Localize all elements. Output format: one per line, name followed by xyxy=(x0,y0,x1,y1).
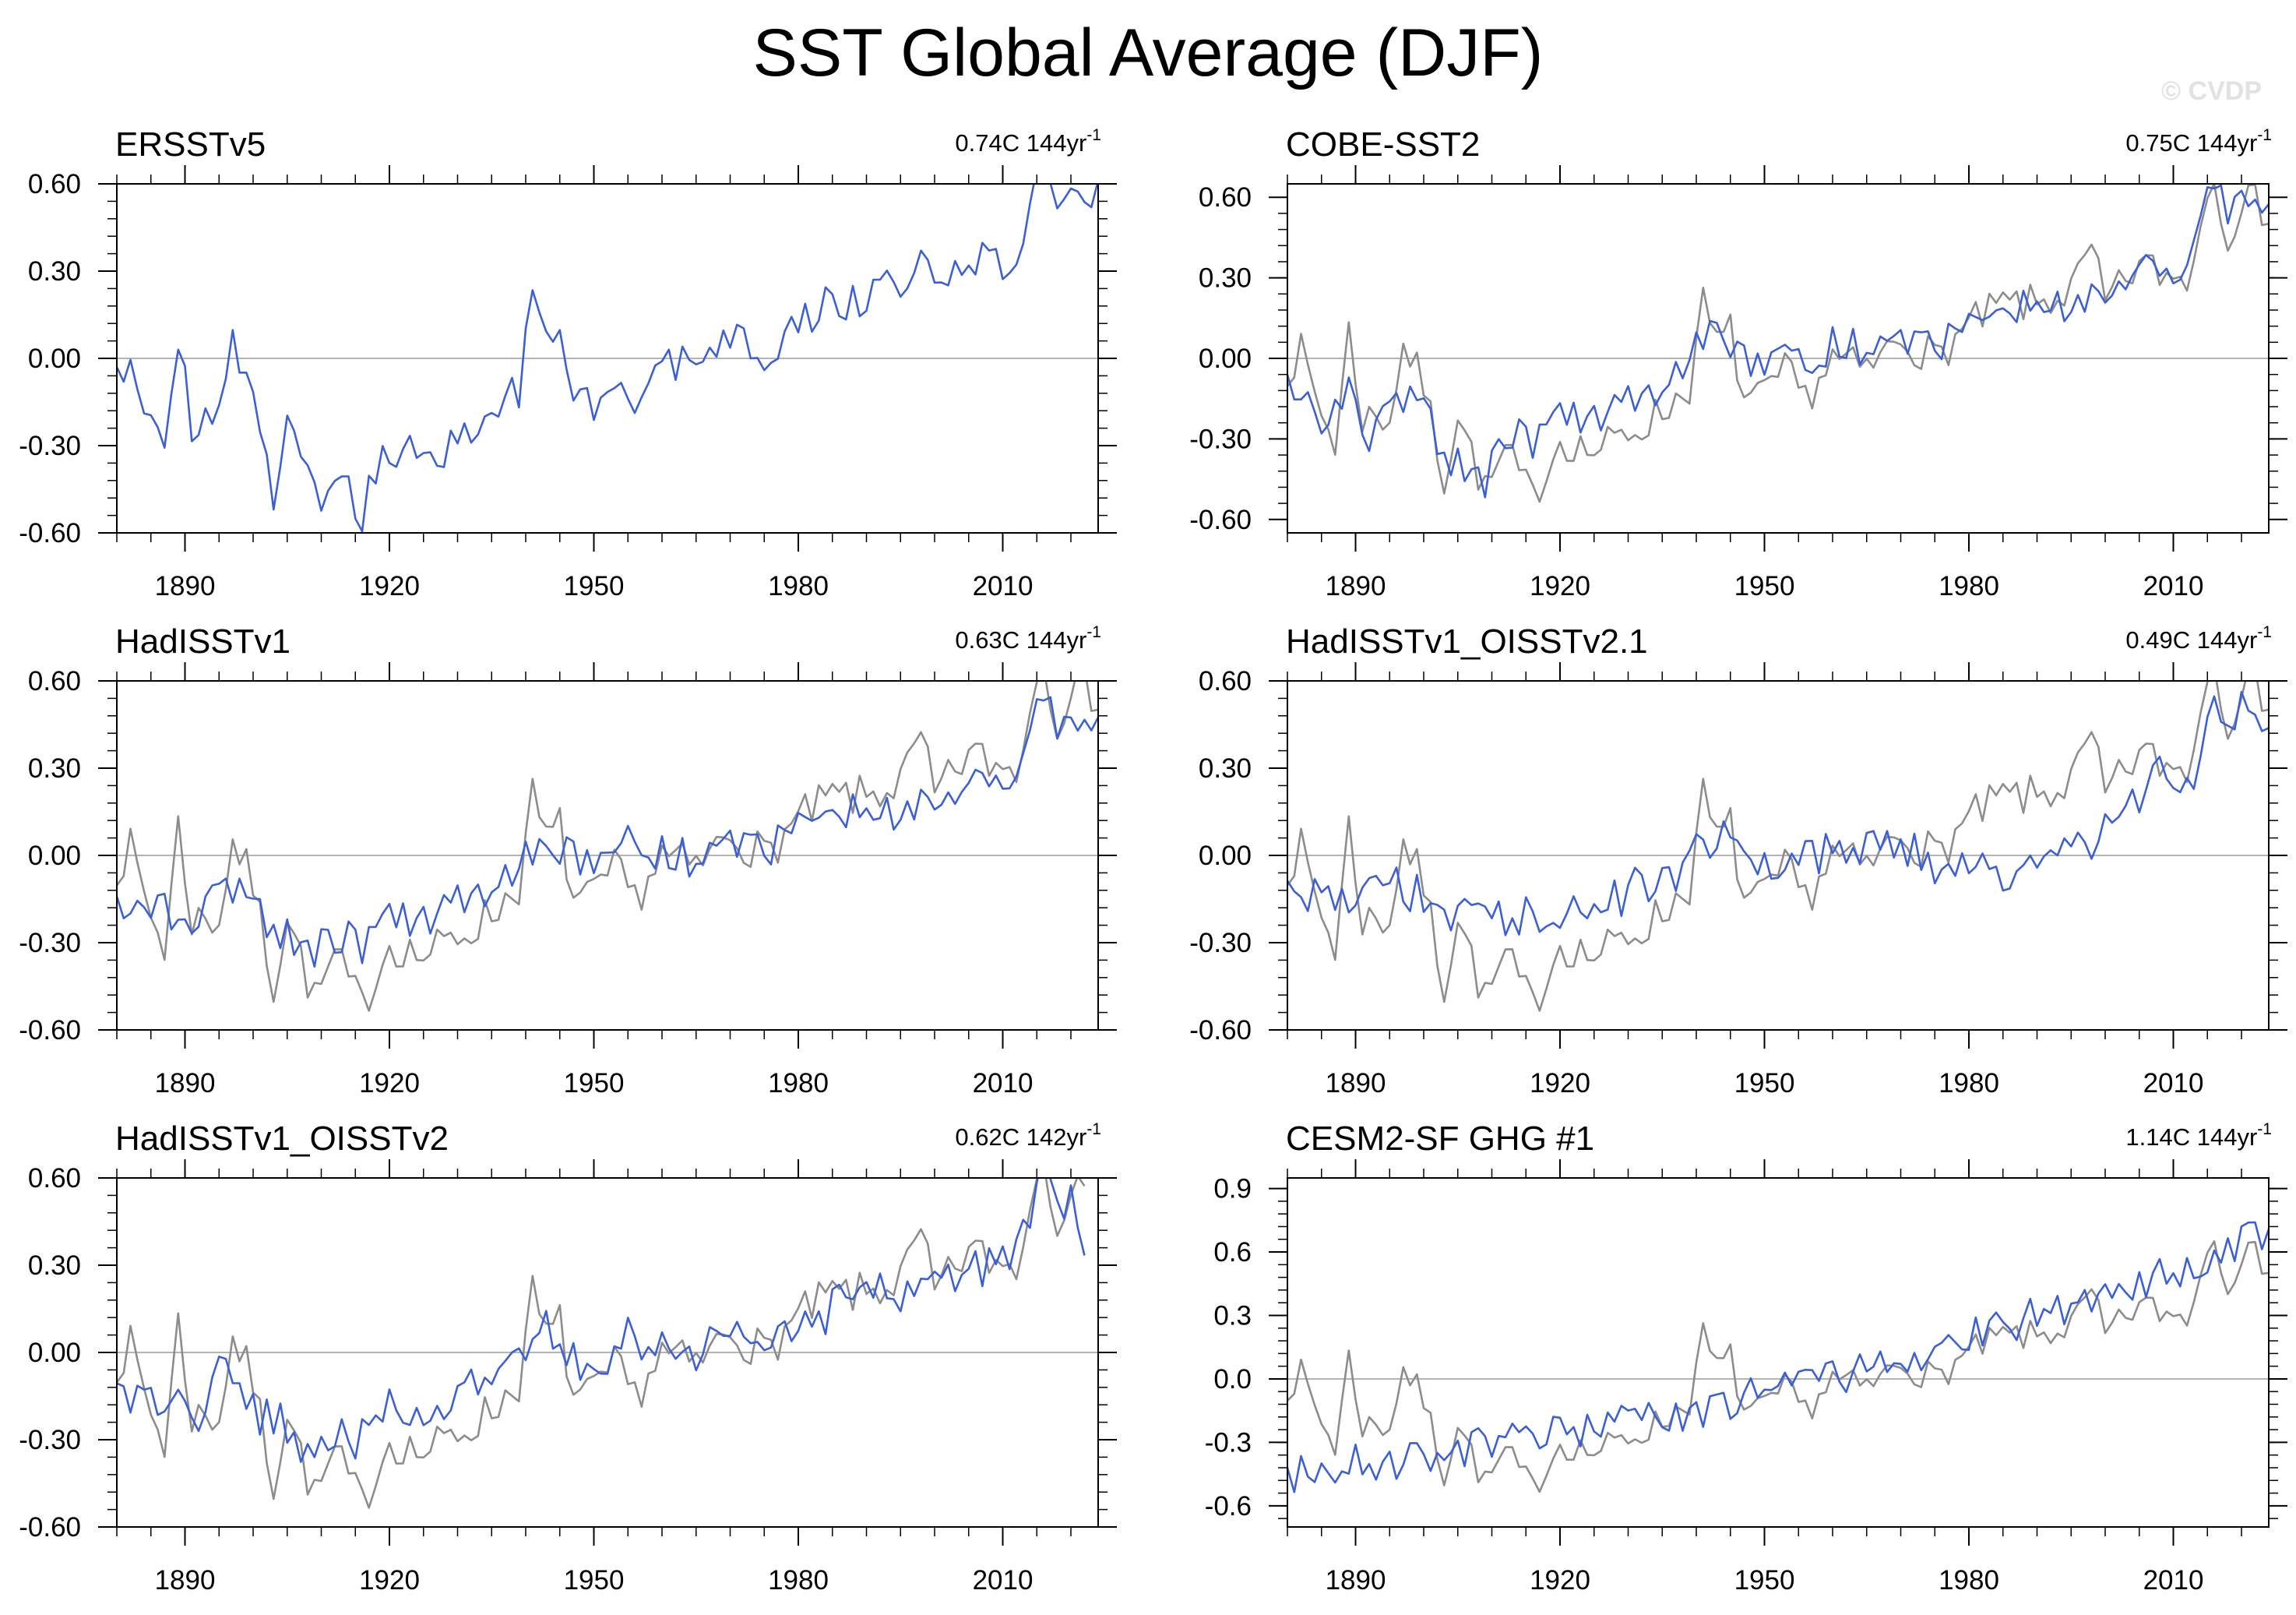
y-tick-label: 0.00 xyxy=(1199,344,1252,374)
x-tick-label: 1950 xyxy=(564,1068,625,1098)
cvdp-watermark: © CVDP xyxy=(2161,76,2262,106)
x-tick-label: 1890 xyxy=(155,571,216,601)
x-tick-label: 1950 xyxy=(1734,571,1795,601)
y-tick-label: -0.30 xyxy=(1189,928,1252,958)
x-tick-label: 2010 xyxy=(973,571,1034,601)
reference-series-line xyxy=(1287,681,2269,1012)
x-tick-label: 1890 xyxy=(1326,1068,1386,1098)
y-tick-label: 0.0 xyxy=(1213,1364,1252,1395)
panel-title: HadISSTv1_OISSTv2 xyxy=(115,1120,449,1158)
series-line xyxy=(117,1178,1086,1463)
y-tick-label: 0.60 xyxy=(1199,666,1252,696)
y-tick-label: 0.30 xyxy=(1199,263,1252,294)
y-tick-label: 0.30 xyxy=(1199,753,1252,784)
y-tick-label: -0.60 xyxy=(19,1512,81,1543)
series-line xyxy=(117,696,1098,968)
y-tick-label: 0.3 xyxy=(1213,1300,1252,1331)
x-tick-label: 1890 xyxy=(155,1068,216,1098)
x-tick-label: 1920 xyxy=(359,571,420,601)
reference-series-line xyxy=(1287,184,2269,503)
panel-5: -0.60 -0.30 0.00 0.30 0.60 1890 1920 1950 1980 20… xyxy=(19,1120,1117,1596)
trend-annotation: 0.62C 142yr-1 xyxy=(955,1120,1101,1151)
series-line xyxy=(1287,1221,2269,1493)
y-tick-label: 0.00 xyxy=(28,1338,81,1368)
panel-3: -0.60 -0.30 0.00 0.30 0.60 1890 1920 1950 1980 20… xyxy=(19,622,1117,1098)
x-tick-label: 2010 xyxy=(973,1068,1034,1098)
x-tick-label: 1920 xyxy=(1530,571,1590,601)
x-tick-label: 1980 xyxy=(768,571,829,601)
y-tick-label: -0.60 xyxy=(1189,1015,1252,1046)
x-tick-label: 2010 xyxy=(2143,1068,2204,1098)
x-tick-label: 1920 xyxy=(1530,1068,1590,1098)
y-tick-label: -0.60 xyxy=(1189,505,1252,535)
x-tick-label: 1980 xyxy=(1939,571,1999,601)
x-tick-label: 1950 xyxy=(1734,1565,1795,1596)
y-tick-label: -0.60 xyxy=(19,1015,81,1046)
y-tick-label: 0.30 xyxy=(28,753,81,784)
series-line xyxy=(117,184,1098,533)
panel-title: COBE-SST2 xyxy=(1286,125,1480,164)
x-tick-label: 1950 xyxy=(1734,1068,1795,1098)
series-line xyxy=(1287,184,2269,499)
y-tick-label: 0.60 xyxy=(28,1163,81,1194)
reference-series-line xyxy=(117,681,1098,1012)
y-tick-label: 0.00 xyxy=(28,841,81,871)
y-tick-label: -0.6 xyxy=(1205,1491,1252,1522)
y-tick-label: -0.30 xyxy=(19,431,81,461)
trend-annotation: 0.74C 144yr-1 xyxy=(955,126,1101,157)
x-tick-label: 1920 xyxy=(359,1565,420,1596)
x-tick-label: 1980 xyxy=(1939,1068,1999,1098)
x-tick-label: 1920 xyxy=(359,1068,420,1098)
y-tick-label: -0.30 xyxy=(1189,424,1252,454)
trend-annotation: 0.75C 144yr-1 xyxy=(2125,126,2272,157)
y-tick-label: -0.30 xyxy=(19,1425,81,1455)
main-title: SST Global Average (DJF) xyxy=(752,16,1544,90)
y-tick-label: 0.60 xyxy=(28,666,81,696)
panel-2: -0.60 -0.30 0.00 0.30 0.60 1890 1920 1950 1980 20… xyxy=(1189,125,2287,601)
x-tick-label: 1890 xyxy=(155,1565,216,1596)
panel-6: -0.6 -0.3 0.0 0.3 0.6 0.9 1890 1920 1950 1980 2010… xyxy=(1205,1120,2287,1596)
trend-annotation: 0.49C 144yr-1 xyxy=(2125,623,2272,654)
y-tick-label: 0.9 xyxy=(1213,1174,1252,1204)
x-tick-label: 1920 xyxy=(1530,1565,1590,1596)
panel-title: ERSSTv5 xyxy=(115,125,266,164)
y-tick-label: 0.00 xyxy=(28,344,81,374)
y-tick-label: 0.00 xyxy=(1199,841,1252,871)
panel-title: HadISSTv1_OISSTv2.1 xyxy=(1286,622,1648,661)
y-tick-label: 0.30 xyxy=(28,256,81,287)
x-tick-label: 2010 xyxy=(2143,571,2204,601)
reference-series-line xyxy=(1287,1240,2269,1493)
x-tick-label: 1980 xyxy=(768,1068,829,1098)
x-tick-label: 2010 xyxy=(973,1565,1034,1596)
x-tick-label: 1950 xyxy=(564,1565,625,1596)
x-tick-label: 1950 xyxy=(564,571,625,601)
y-tick-label: 0.60 xyxy=(28,169,81,199)
x-tick-label: 1890 xyxy=(1326,1565,1386,1596)
x-tick-label: 1980 xyxy=(768,1565,829,1596)
plot-frame xyxy=(1287,1177,2270,1528)
x-tick-label: 1980 xyxy=(1939,1565,1999,1596)
reference-series-line xyxy=(117,1178,1086,1509)
trend-annotation: 0.63C 144yr-1 xyxy=(955,623,1101,654)
panel-4: -0.60 -0.30 0.00 0.30 0.60 1890 1920 1950 1980 20… xyxy=(1189,622,2287,1098)
y-tick-label: -0.30 xyxy=(19,928,81,958)
panel-1: -0.60 -0.30 0.00 0.30 0.60 1890 1920 1950 1980 20… xyxy=(19,125,1117,601)
y-tick-label: -0.60 xyxy=(19,518,81,548)
panel-title: CESM2-SF GHG #1 xyxy=(1286,1120,1594,1158)
y-tick-label: -0.3 xyxy=(1205,1427,1252,1458)
y-tick-label: 0.30 xyxy=(28,1250,81,1281)
trend-annotation: 1.14C 144yr-1 xyxy=(2125,1120,2272,1151)
y-tick-label: 0.60 xyxy=(1199,182,1252,213)
y-tick-label: 0.6 xyxy=(1213,1237,1252,1268)
panel-title: HadISSTv1 xyxy=(115,622,291,661)
x-tick-label: 2010 xyxy=(2143,1565,2204,1596)
x-tick-label: 1890 xyxy=(1326,571,1386,601)
series-line xyxy=(1287,690,2269,936)
